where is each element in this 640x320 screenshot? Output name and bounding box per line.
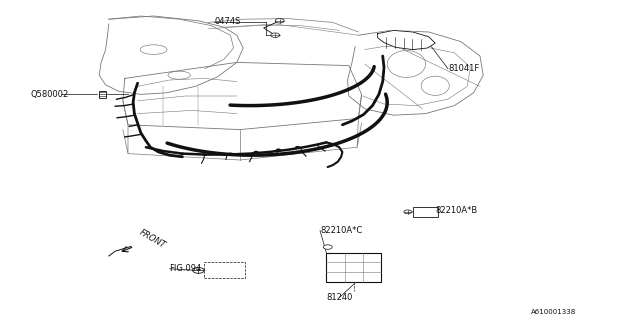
Circle shape [295, 146, 300, 148]
Circle shape [275, 19, 284, 23]
Text: Q580002: Q580002 [31, 90, 69, 99]
Text: A610001338: A610001338 [531, 309, 577, 315]
Circle shape [271, 33, 280, 37]
Circle shape [404, 210, 412, 214]
Circle shape [202, 153, 207, 156]
Bar [413, 207, 438, 217]
Circle shape [276, 148, 281, 151]
Circle shape [156, 150, 161, 153]
Bar [99, 91, 106, 98]
Circle shape [228, 153, 233, 155]
Text: 81041F: 81041F [448, 64, 479, 73]
Circle shape [193, 268, 204, 273]
Text: 82210A*C: 82210A*C [320, 226, 362, 235]
Bar [204, 262, 245, 278]
Text: 82210A*B: 82210A*B [435, 206, 477, 215]
Circle shape [323, 245, 332, 249]
Text: 0474S: 0474S [214, 17, 241, 26]
Text: FRONT: FRONT [138, 228, 167, 251]
Circle shape [180, 153, 185, 155]
Circle shape [253, 151, 259, 153]
Bar [326, 253, 381, 282]
Polygon shape [378, 30, 435, 50]
Text: 81240: 81240 [326, 293, 353, 302]
Text: FIG.094: FIG.094 [170, 264, 202, 273]
